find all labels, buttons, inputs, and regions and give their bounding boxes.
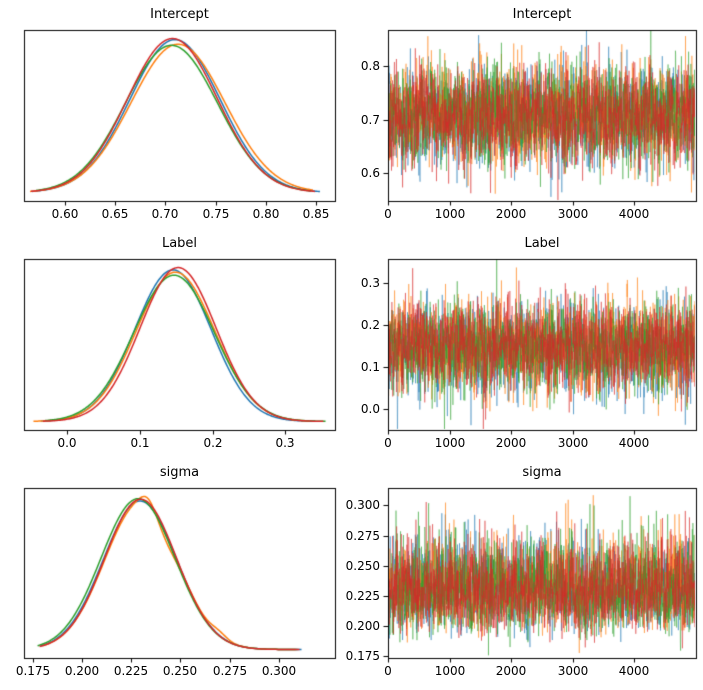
y-tick-label: 0.3 — [360, 276, 380, 290]
x-tick-label: 0.250 — [162, 664, 198, 678]
x-tick-label: 0.80 — [252, 207, 280, 221]
x-tick-label: 4000 — [618, 207, 650, 221]
x-tick-label: 1000 — [434, 207, 466, 221]
y-tick-label: 0.175 — [345, 649, 380, 663]
subplot-title: sigma — [159, 465, 200, 480]
x-tick-label: 0.300 — [261, 664, 297, 678]
y-tick-label: 0.2 — [360, 318, 380, 332]
x-tick-label: 0.2 — [203, 436, 223, 450]
x-tick-label: 0.1 — [130, 436, 150, 450]
x-tick-label: 0.0 — [57, 436, 77, 450]
x-tick-label: 3000 — [557, 664, 589, 678]
x-tick-label: 0.3 — [275, 436, 295, 450]
y-tick-label: 0.1 — [360, 360, 380, 374]
x-tick-label: 0.200 — [64, 664, 100, 678]
y-tick-label: 0.8 — [360, 59, 380, 73]
x-tick-label: 2000 — [495, 207, 527, 221]
subplot-title: Label — [524, 236, 560, 251]
y-tick-label: 0.300 — [345, 498, 380, 512]
subplot-title: sigma — [522, 465, 562, 480]
y-tick-label: 0.200 — [345, 619, 380, 633]
x-tick-label: 0 — [384, 664, 392, 678]
x-tick-label: 1000 — [434, 436, 466, 450]
x-tick-label: 0.75 — [202, 207, 230, 221]
y-tick-label: 0.7 — [360, 113, 380, 127]
x-tick-label: 2000 — [495, 436, 527, 450]
x-tick-label: 0.85 — [302, 207, 330, 221]
x-tick-label: 3000 — [557, 436, 589, 450]
x-tick-label: 4000 — [618, 436, 650, 450]
x-tick-label: 0 — [384, 207, 392, 221]
x-tick-label: 0.70 — [151, 207, 179, 221]
y-tick-label: 0.275 — [345, 529, 380, 543]
x-tick-label: 0 — [384, 436, 392, 450]
subplot-title: Intercept — [150, 7, 209, 22]
subplot-title: Intercept — [512, 7, 572, 22]
subplot-title: Label — [161, 236, 198, 251]
x-tick-label: 0.65 — [101, 207, 129, 221]
x-tick-label: 3000 — [557, 207, 589, 221]
y-tick-label: 0.225 — [345, 589, 380, 603]
y-tick-label: 0.250 — [345, 559, 380, 573]
x-tick-label: 0.175 — [15, 664, 51, 678]
x-tick-label: 2000 — [495, 664, 527, 678]
x-tick-label: 0.60 — [51, 207, 79, 221]
x-tick-label: 0.225 — [113, 664, 149, 678]
x-tick-label: 1000 — [434, 664, 466, 678]
y-tick-label: 0.0 — [360, 402, 380, 416]
y-tick-label: 0.6 — [360, 166, 380, 180]
x-tick-label: 4000 — [618, 664, 650, 678]
x-tick-label: 0.275 — [212, 664, 248, 678]
